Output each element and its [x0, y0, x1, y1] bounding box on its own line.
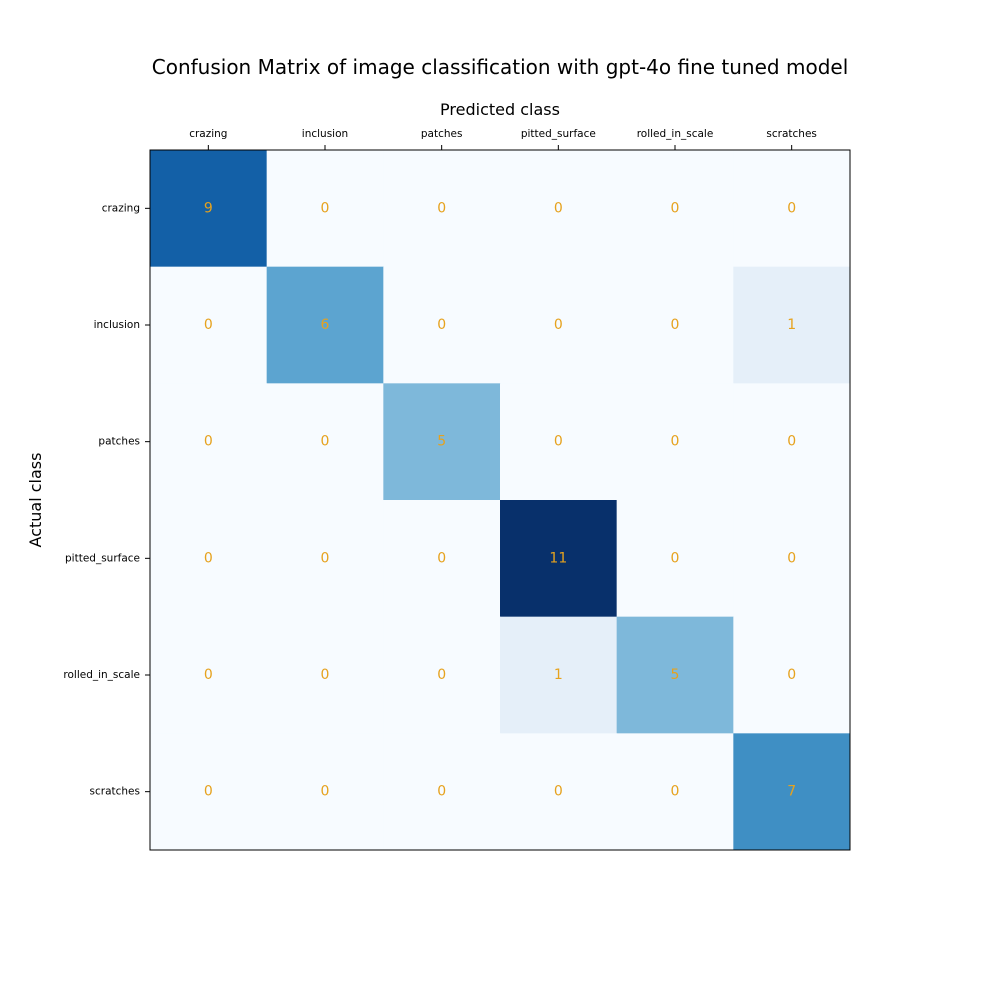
cell-value-label: 5 — [437, 434, 446, 450]
cell-value-label: 5 — [671, 667, 680, 683]
x-tick-label-pitted_surface: pitted_surface — [521, 128, 596, 140]
heatmap-cell-patches-crazing — [150, 383, 268, 501]
cell-value-label: 1 — [787, 317, 796, 333]
heatmap-cell-scratches-pitted_surface — [500, 733, 618, 851]
cell-value-label: 0 — [321, 667, 330, 683]
chart-title: Confusion Matrix of image classification… — [152, 55, 849, 79]
cell-value-label: 0 — [671, 434, 680, 450]
cell-value-label: 0 — [204, 317, 213, 333]
cell-value-label: 0 — [204, 434, 213, 450]
heatmap-cell-pitted_surface-inclusion — [266, 500, 384, 618]
y-axis-label: Actual class — [26, 453, 45, 548]
heatmap-cell-crazing-scratches — [733, 150, 851, 268]
heatmap-cell-scratches-patches — [383, 733, 501, 851]
cell-value-label: 0 — [321, 784, 330, 800]
heatmap-cell-crazing-rolled_in_scale — [616, 150, 734, 268]
cell-value-label: 0 — [437, 550, 446, 566]
x-axis-ticks: crazing inclusion patches pitted_surface rol… — [189, 128, 817, 150]
heatmap-cell-patches-scratches — [733, 383, 851, 501]
cell-value-label: 0 — [554, 317, 563, 333]
cell-value-label: 0 — [204, 550, 213, 566]
heatmap-cell-inclusion-pitted_surface — [500, 266, 618, 384]
cell-value-label: 0 — [671, 317, 680, 333]
cell-value-label: 6 — [321, 317, 330, 333]
cell-value-label: 0 — [671, 550, 680, 566]
heatmap-cell-labels: 9 0 0 0 0 0 0 6 0 0 0 1 0 0 5 0 0 0 0 0 0 11 0 0 0 0 0 1 5 0 0 0 0 0 0 7 — [204, 200, 796, 799]
x-tick-label-patches: patches — [421, 128, 463, 140]
y-axis-ticks: crazing inclusion patches pitted_surfacerol… — [63, 202, 150, 798]
heatmap-cell-crazing-pitted_surface — [500, 150, 618, 268]
heatmap-cell-inclusion-patches — [383, 266, 501, 384]
x-tick-label-inclusion: inclusion — [302, 128, 348, 140]
heatmap-cell-inclusion-inclusion — [266, 266, 384, 384]
cell-value-label: 0 — [437, 317, 446, 333]
cell-value-label: 0 — [787, 550, 796, 566]
cell-value-label: 0 — [787, 200, 796, 216]
x-axis-label: Predicted class — [440, 100, 560, 119]
heatmap-cell-patches-patches — [383, 383, 501, 501]
heatmap-cell-scratches-inclusion — [266, 733, 384, 851]
cell-value-label: 0 — [554, 434, 563, 450]
y-tick-label-pitted_surface: pitted_surface — [65, 552, 140, 564]
heatmap-cell-rolled_in_scale-pitted_surface — [500, 616, 618, 734]
heatmap-cell-rolled_in_scale-scratches — [733, 616, 851, 734]
cell-value-label: 0 — [787, 667, 796, 683]
heatmap-cell-crazing-patches — [383, 150, 501, 268]
heatmap-cell-crazing-inclusion — [266, 150, 384, 268]
y-tick-label-scratches: scratches — [90, 786, 140, 798]
heatmap-cell-pitted_surface-pitted_surface — [500, 500, 618, 618]
cell-value-label: 0 — [554, 200, 563, 216]
cell-value-label: 0 — [554, 784, 563, 800]
cell-value-label: 0 — [437, 784, 446, 800]
cell-value-label: 11 — [549, 550, 567, 566]
heatmap-cell-pitted_surface-scratches — [733, 500, 851, 618]
cell-value-label: 0 — [204, 667, 213, 683]
x-tick-label-crazing: crazing — [189, 128, 227, 140]
cell-value-label: 9 — [204, 200, 213, 216]
heatmap-cell-rolled_in_scale-rolled_in_scale — [616, 616, 734, 734]
cell-value-label: 0 — [204, 784, 213, 800]
cell-value-label: 7 — [787, 784, 796, 800]
cell-value-label: 0 — [787, 434, 796, 450]
heatmap-cell-pitted_surface-rolled_in_scale — [616, 500, 734, 618]
cell-value-label: 0 — [321, 200, 330, 216]
heatmap-cells — [150, 150, 851, 851]
heatmap-cell-rolled_in_scale-patches — [383, 616, 501, 734]
plot-frame — [149, 149, 851, 851]
y-tick-label-inclusion: inclusion — [94, 319, 140, 331]
heatmap-cell-inclusion-rolled_in_scale — [616, 266, 734, 384]
y-tick-label-rolled_in_scale: rolled_in_scale — [63, 669, 140, 681]
cell-value-label: 0 — [437, 200, 446, 216]
y-tick-label-patches: patches — [98, 436, 140, 448]
cell-value-label: 0 — [321, 550, 330, 566]
heatmap-cell-rolled_in_scale-inclusion — [266, 616, 384, 734]
x-tick-label-scratches: scratches — [766, 128, 816, 140]
heatmap-cell-patches-pitted_surface — [500, 383, 618, 501]
cell-value-label: 0 — [671, 784, 680, 800]
heatmap-cell-crazing-crazing — [150, 150, 268, 268]
heatmap-cell-inclusion-crazing — [150, 266, 268, 384]
cell-value-label: 1 — [554, 667, 563, 683]
cell-value-label: 0 — [671, 200, 680, 216]
heatmap-cell-scratches-rolled_in_scale — [616, 733, 734, 851]
cell-value-label: 0 — [321, 434, 330, 450]
heatmap-cell-patches-rolled_in_scale — [616, 383, 734, 501]
heatmap-cell-rolled_in_scale-crazing — [150, 616, 268, 734]
heatmap-cell-pitted_surface-patches — [383, 500, 501, 618]
cell-value-label: 0 — [437, 667, 446, 683]
x-tick-label-rolled_in_scale: rolled_in_scale — [637, 128, 714, 140]
heatmap-cell-scratches-scratches — [733, 733, 851, 851]
heatmap-cell-patches-inclusion — [266, 383, 384, 501]
heatmap-cell-inclusion-scratches — [733, 266, 851, 384]
y-tick-label-crazing: crazing — [102, 202, 140, 214]
heatmap-cell-pitted_surface-crazing — [150, 500, 268, 618]
heatmap-cell-scratches-crazing — [150, 733, 268, 851]
